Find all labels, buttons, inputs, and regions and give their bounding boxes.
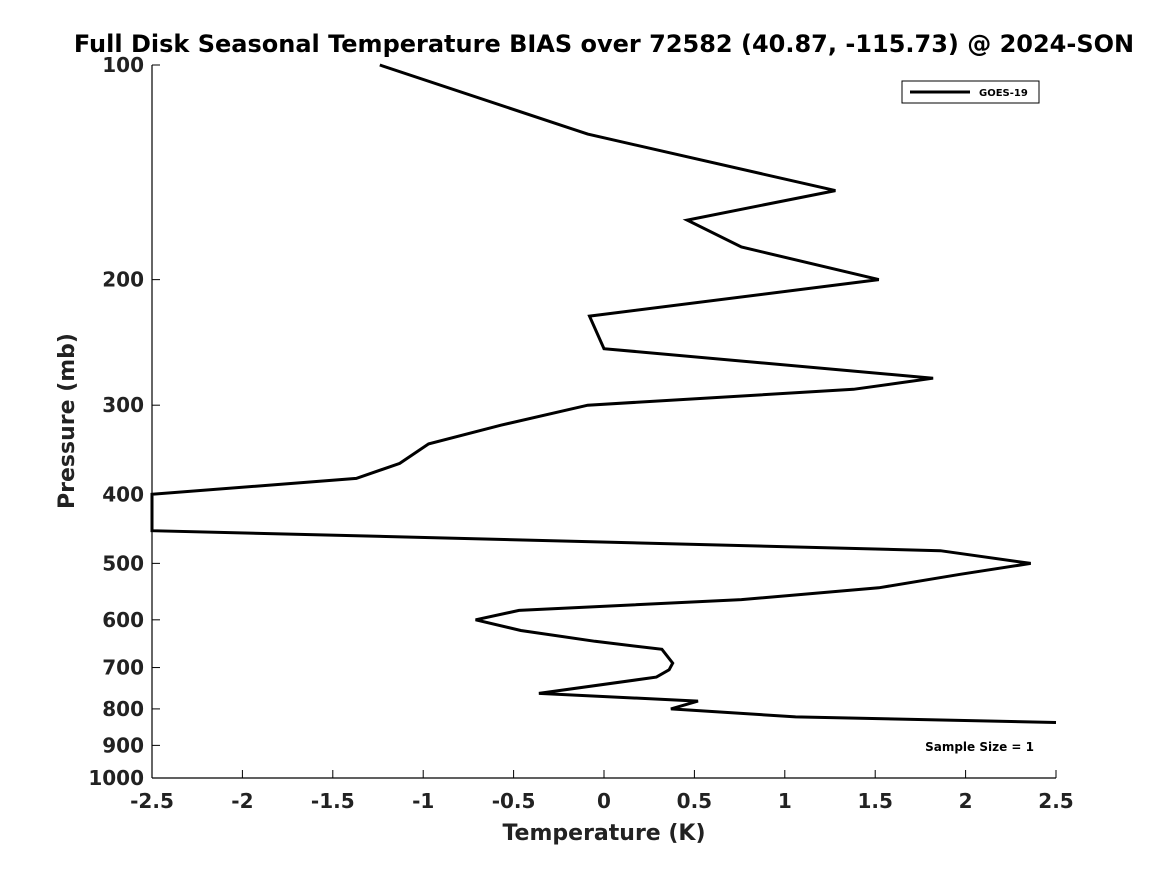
y-tick-label: 400 — [102, 482, 144, 506]
x-tick-label: 1 — [778, 789, 792, 813]
y-tick-label: 800 — [102, 697, 144, 721]
y-tick-label: 1000 — [88, 766, 144, 790]
x-tick-label: 0 — [597, 789, 611, 813]
chart-title: Full Disk Seasonal Temperature BIAS over… — [74, 30, 1134, 58]
y-tick-label: 600 — [102, 608, 144, 632]
sample-size-note: Sample Size = 1 — [925, 740, 1034, 754]
series-line-goes-19 — [150, 63, 1057, 724]
x-tick-label: -2.5 — [130, 789, 174, 813]
x-tick-label: 2 — [959, 789, 973, 813]
legend: GOES-19 — [901, 80, 1040, 104]
y-tick-label: 300 — [102, 393, 144, 417]
y-axis-label: Pressure (mb) — [55, 333, 80, 509]
y-axis: 100 200 300 400 500 600 700 800 900 1000 — [88, 53, 160, 790]
y-tick-label: 200 — [102, 268, 144, 292]
y-tick-label: 100 — [102, 53, 144, 77]
y-tick-label: 500 — [102, 551, 144, 575]
x-tick-label: 1.5 — [857, 789, 892, 813]
x-axis: -2.5 -2 -1.5 -1 -0.5 0 0.5 1 1.5 2 2.5 — [130, 770, 1074, 813]
x-tick-label: -2 — [231, 789, 253, 813]
legend-label-goes-19: GOES-19 — [979, 88, 1028, 99]
x-axis-label: Temperature (K) — [502, 821, 705, 846]
x-tick-label: -1 — [412, 789, 434, 813]
y-tick-label: 700 — [102, 656, 144, 680]
x-tick-label: 2.5 — [1038, 789, 1073, 813]
x-tick-label: -0.5 — [492, 789, 536, 813]
y-tick-label: 900 — [102, 733, 144, 757]
plot-area — [151, 65, 1056, 779]
x-tick-label: -1.5 — [311, 789, 355, 813]
x-tick-label: 0.5 — [677, 789, 712, 813]
series-layer — [150, 63, 1057, 724]
legend-box — [901, 80, 1040, 104]
